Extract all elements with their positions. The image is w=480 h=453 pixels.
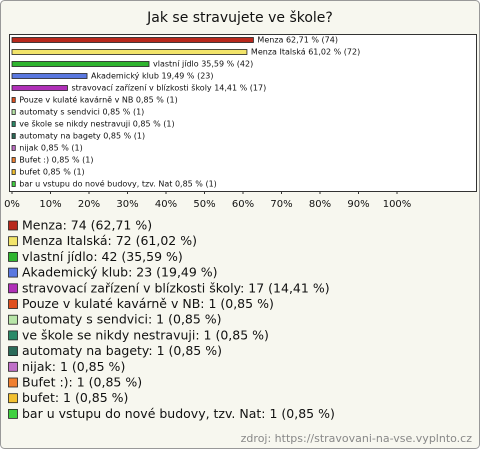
plot-area bbox=[9, 34, 477, 192]
x-tick-label: 60% bbox=[232, 199, 254, 210]
bar bbox=[11, 85, 68, 91]
source: zdroj: https://stravovani-na-vse.vyplnto… bbox=[241, 432, 473, 445]
legend-label: Bufet :): 1 (0,85 %) bbox=[22, 375, 142, 390]
bar bbox=[11, 61, 150, 67]
legend-swatch bbox=[8, 361, 18, 372]
legend-swatch bbox=[8, 408, 18, 419]
legend-label: Akademický klub: 23 (19,49 %) bbox=[22, 265, 218, 280]
legend-label: Pouze v kulaté kavárně v NB: 1 (0,85 %) bbox=[22, 296, 274, 311]
x-tick-label: 90% bbox=[347, 199, 369, 210]
legend-label: automaty s sendvici: 1 (0,85 %) bbox=[22, 312, 222, 327]
data-label: vlastní jídlo 35,59 % (42) bbox=[153, 60, 253, 69]
data-label: Bufet :) 0,85 % (1) bbox=[19, 156, 93, 165]
legend-label: Menza Italská: 72 (61,02 %) bbox=[22, 233, 197, 248]
bar bbox=[11, 109, 16, 115]
legend-swatch bbox=[8, 314, 18, 325]
bar bbox=[11, 133, 16, 139]
data-label: stravovací zařízení v blízkosti školy 14… bbox=[71, 83, 266, 93]
data-label: nijak 0,85 % (1) bbox=[19, 144, 82, 153]
x-tick-label: 10% bbox=[39, 199, 61, 210]
bar bbox=[11, 37, 254, 43]
x-tick-label: 80% bbox=[309, 199, 331, 210]
x-tick-label: 50% bbox=[193, 199, 215, 210]
bar bbox=[11, 157, 16, 163]
x-tick-label: 100% bbox=[383, 199, 412, 210]
x-tick-label: 40% bbox=[155, 199, 177, 210]
legend-label: stravovací zařízení v blízkosti školy: 1… bbox=[22, 280, 330, 295]
data-label: automaty s sendvici 0,85 % (1) bbox=[19, 108, 144, 117]
legend-label: bar u vstupu do nové budovy, tzv. Nat: 1… bbox=[22, 406, 335, 421]
legend-swatch bbox=[8, 251, 18, 262]
legend-label: nijak: 1 (0,85 %) bbox=[22, 359, 125, 374]
data-label: Menza Italská 61,02 % (72) bbox=[251, 48, 360, 57]
data-label: automaty na bagety 0,85 % (1) bbox=[19, 132, 145, 141]
legend-swatch bbox=[8, 377, 18, 388]
chart-title: Jak se stravujete ve škole? bbox=[146, 10, 333, 26]
legend-swatch bbox=[8, 393, 18, 404]
bar bbox=[11, 145, 16, 151]
legend-label: bufet: 1 (0,85 %) bbox=[22, 390, 128, 405]
legend-swatch bbox=[8, 283, 18, 294]
legend-swatch bbox=[8, 330, 18, 341]
bar bbox=[11, 49, 248, 55]
data-label: Akademický klub 19,49 % (23) bbox=[91, 72, 213, 81]
data-label: bar u vstupu do nové budovy, tzv. Nat 0,… bbox=[19, 179, 217, 189]
data-label: Menza 62,71 % (74) bbox=[257, 36, 338, 45]
bar bbox=[11, 181, 16, 187]
bar bbox=[11, 169, 16, 175]
data-label: ve škole se nikdy nestravuji 0,85 % (1) bbox=[19, 119, 174, 129]
data-label: bufet 0,85 % (1) bbox=[19, 168, 84, 177]
legend-swatch bbox=[8, 299, 18, 309]
legend-swatch bbox=[8, 346, 18, 357]
bar bbox=[11, 97, 16, 103]
legend-swatch bbox=[8, 236, 18, 247]
legend-label: Menza: 74 (62,71 %) bbox=[22, 218, 152, 233]
data-label: Pouze v kulaté kavárně v NB 0,85 % (1) bbox=[19, 95, 177, 105]
legend-swatch bbox=[8, 220, 18, 231]
legend-label: vlastní jídlo: 42 (35,59 %) bbox=[22, 249, 183, 264]
x-tick-label: 70% bbox=[270, 199, 292, 210]
bar bbox=[11, 73, 88, 79]
legend-swatch bbox=[8, 267, 18, 278]
x-tick-label: 0% bbox=[4, 199, 20, 210]
x-tick-label: 30% bbox=[116, 199, 138, 210]
x-tick-label: 20% bbox=[78, 199, 100, 210]
legend-label: ve škole se nikdy nestravuji: 1 (0,85 %) bbox=[22, 327, 269, 342]
legend-label: automaty na bagety: 1 (0,85 %) bbox=[22, 343, 222, 358]
bar bbox=[11, 121, 16, 127]
